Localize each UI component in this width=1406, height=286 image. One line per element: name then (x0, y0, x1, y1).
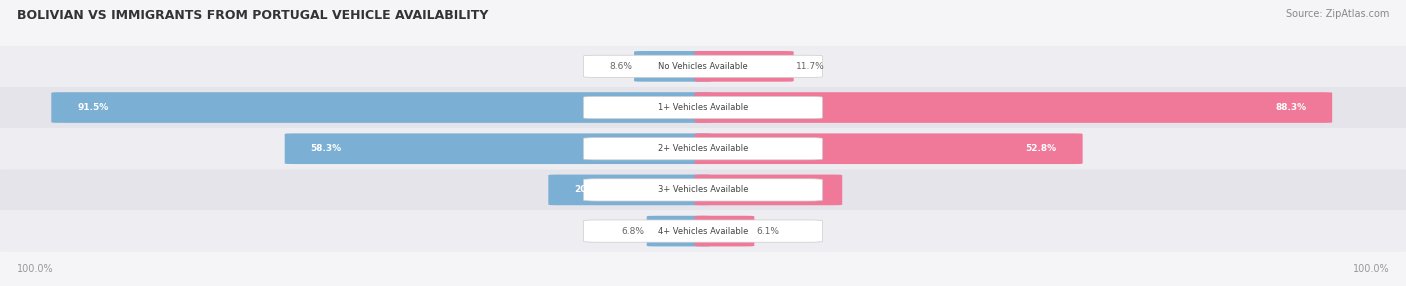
Text: 8.6%: 8.6% (609, 62, 633, 71)
FancyBboxPatch shape (0, 128, 1406, 169)
Text: BOLIVIAN VS IMMIGRANTS FROM PORTUGAL VEHICLE AVAILABILITY: BOLIVIAN VS IMMIGRANTS FROM PORTUGAL VEH… (17, 9, 488, 21)
Text: 6.8%: 6.8% (621, 227, 644, 236)
Text: 52.8%: 52.8% (1025, 144, 1057, 153)
Text: 18.6%: 18.6% (785, 185, 815, 194)
Text: 11.7%: 11.7% (796, 62, 824, 71)
FancyBboxPatch shape (0, 46, 1406, 87)
FancyBboxPatch shape (583, 55, 823, 78)
FancyBboxPatch shape (695, 216, 754, 247)
Text: 91.5%: 91.5% (77, 103, 108, 112)
FancyBboxPatch shape (548, 174, 711, 205)
Text: 88.3%: 88.3% (1275, 103, 1306, 112)
Text: 2+ Vehicles Available: 2+ Vehicles Available (658, 144, 748, 153)
FancyBboxPatch shape (0, 87, 1406, 128)
FancyBboxPatch shape (0, 169, 1406, 210)
FancyBboxPatch shape (695, 92, 1333, 123)
Text: 3+ Vehicles Available: 3+ Vehicles Available (658, 185, 748, 194)
FancyBboxPatch shape (583, 179, 823, 201)
FancyBboxPatch shape (695, 133, 1083, 164)
Text: 4+ Vehicles Available: 4+ Vehicles Available (658, 227, 748, 236)
FancyBboxPatch shape (51, 92, 711, 123)
FancyBboxPatch shape (0, 210, 1406, 252)
Text: 100.0%: 100.0% (17, 264, 53, 274)
Text: Source: ZipAtlas.com: Source: ZipAtlas.com (1285, 9, 1389, 19)
FancyBboxPatch shape (285, 133, 711, 164)
Text: 6.1%: 6.1% (756, 227, 779, 236)
Text: 58.3%: 58.3% (311, 144, 342, 153)
FancyBboxPatch shape (583, 220, 823, 242)
Text: 1+ Vehicles Available: 1+ Vehicles Available (658, 103, 748, 112)
FancyBboxPatch shape (695, 174, 842, 205)
FancyBboxPatch shape (647, 216, 711, 247)
Text: 100.0%: 100.0% (1353, 264, 1389, 274)
Text: No Vehicles Available: No Vehicles Available (658, 62, 748, 71)
Text: 20.8%: 20.8% (575, 185, 606, 194)
FancyBboxPatch shape (583, 96, 823, 119)
FancyBboxPatch shape (583, 138, 823, 160)
FancyBboxPatch shape (695, 51, 793, 82)
FancyBboxPatch shape (634, 51, 711, 82)
